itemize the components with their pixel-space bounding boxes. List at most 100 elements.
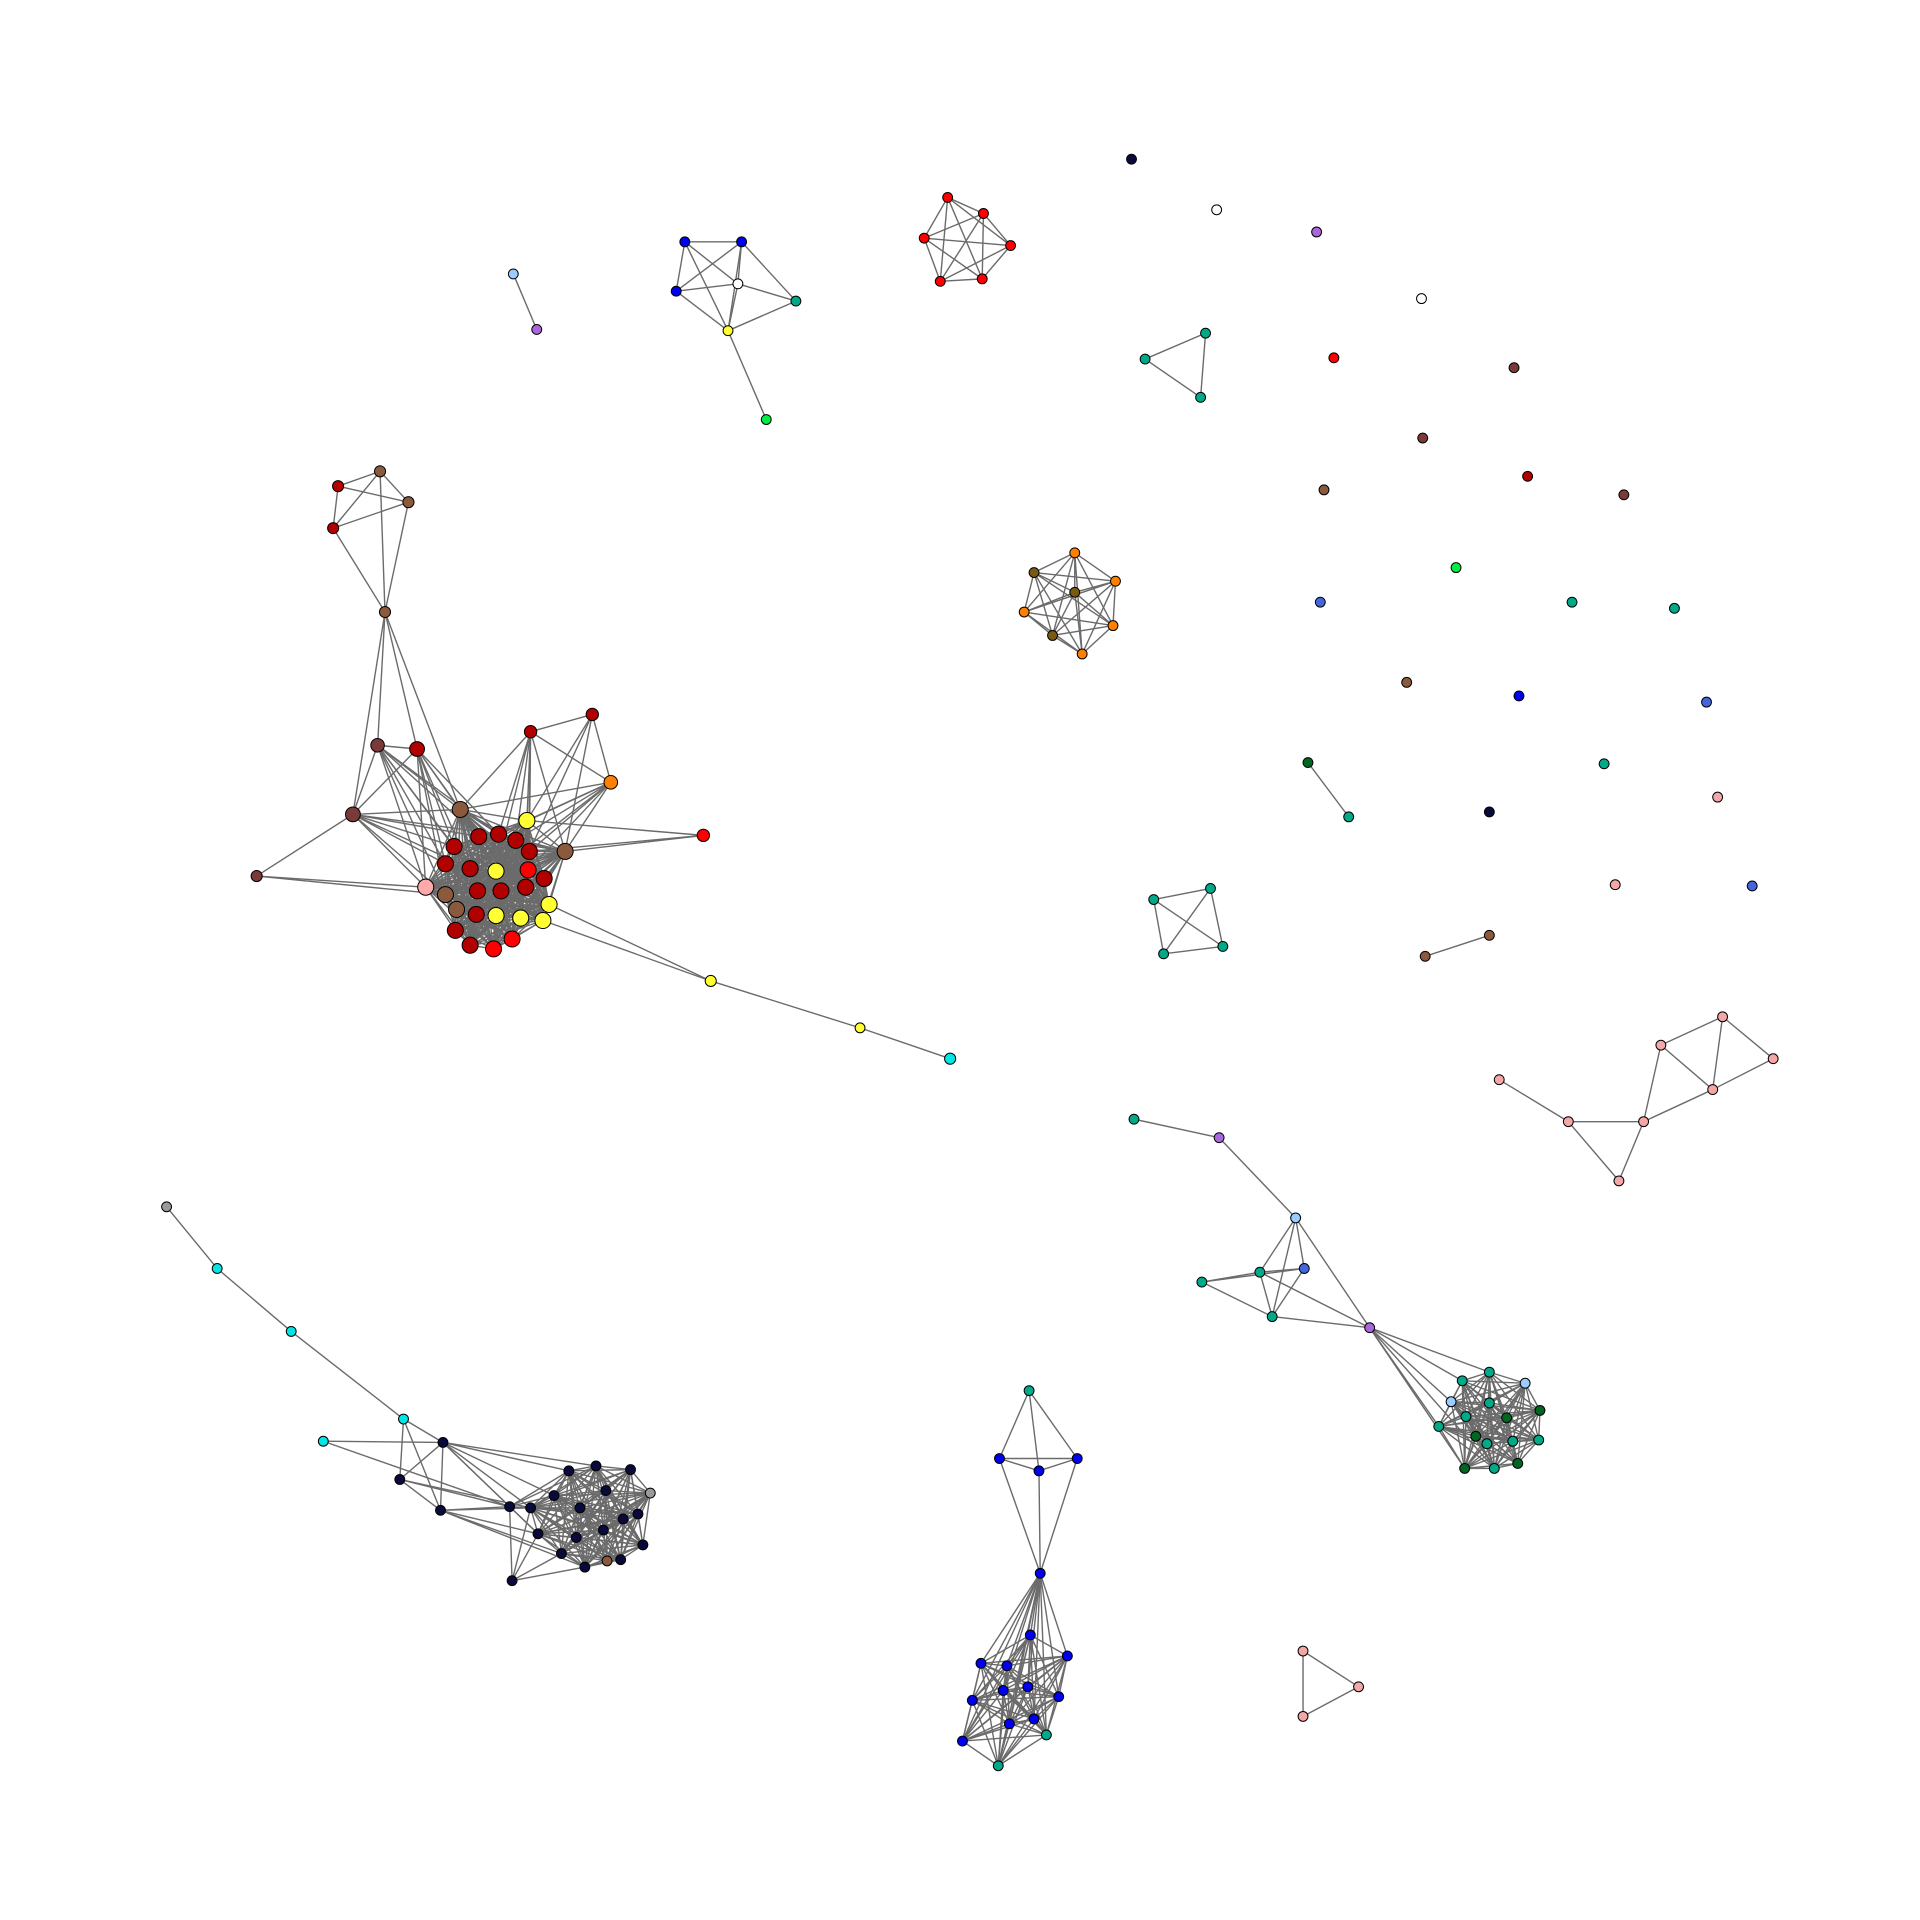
edge bbox=[553, 1465, 597, 1497]
edge bbox=[530, 1507, 577, 1539]
node-orange bbox=[603, 775, 619, 790]
node-darkgreen bbox=[1534, 1404, 1546, 1416]
node-blue bbox=[1003, 1718, 1015, 1730]
edge bbox=[515, 731, 532, 841]
edge bbox=[352, 813, 479, 838]
edge bbox=[924, 237, 1011, 247]
node-orange bbox=[1107, 620, 1119, 632]
node-blue bbox=[1053, 1691, 1065, 1703]
edge bbox=[439, 1442, 444, 1511]
edge bbox=[440, 1509, 539, 1535]
node-brown bbox=[373, 465, 387, 478]
edge bbox=[509, 1465, 597, 1508]
edge bbox=[537, 1518, 624, 1535]
edge bbox=[376, 745, 427, 888]
edge bbox=[595, 1465, 605, 1531]
edge bbox=[962, 1718, 1035, 1742]
edge bbox=[256, 813, 354, 877]
node-darkred bbox=[492, 882, 510, 900]
edge bbox=[710, 980, 861, 1029]
node-maroon bbox=[250, 870, 263, 883]
edge bbox=[459, 809, 527, 888]
edge bbox=[376, 611, 386, 746]
edge bbox=[1074, 591, 1114, 627]
edge bbox=[1052, 580, 1116, 637]
edge bbox=[1033, 1655, 1068, 1720]
edge bbox=[939, 244, 1011, 282]
node-royal bbox=[1314, 596, 1326, 608]
edge bbox=[1033, 1573, 1041, 1719]
node-darkred bbox=[507, 831, 525, 849]
edge bbox=[1271, 1268, 1305, 1317]
edge bbox=[511, 1533, 539, 1582]
edge bbox=[508, 1506, 513, 1581]
node-royal bbox=[1746, 880, 1758, 892]
edge bbox=[442, 1441, 555, 1497]
edge bbox=[498, 781, 612, 835]
edge bbox=[1450, 1371, 1490, 1403]
node-navy bbox=[532, 1528, 544, 1540]
edge bbox=[568, 1470, 607, 1492]
edge bbox=[493, 903, 550, 950]
edge bbox=[1009, 1723, 1047, 1736]
edge bbox=[1465, 1416, 1495, 1469]
edge bbox=[384, 502, 410, 613]
node-red bbox=[485, 940, 503, 958]
edge bbox=[548, 903, 712, 982]
edge bbox=[456, 850, 566, 911]
edge bbox=[376, 745, 447, 895]
edge bbox=[1201, 1281, 1273, 1318]
edge bbox=[1307, 762, 1350, 818]
node-blue bbox=[997, 1685, 1009, 1696]
edge bbox=[1465, 1416, 1488, 1445]
edge bbox=[530, 1507, 563, 1554]
edge bbox=[553, 1494, 624, 1520]
edge bbox=[440, 1507, 531, 1512]
edge bbox=[256, 875, 446, 896]
node-navy bbox=[574, 1502, 586, 1514]
node-navy bbox=[637, 1539, 649, 1551]
node-lightblue bbox=[1445, 1396, 1457, 1408]
edge bbox=[1498, 1079, 1569, 1123]
edge bbox=[530, 731, 612, 783]
node-teal bbox=[1196, 1276, 1208, 1288]
edge bbox=[1488, 1402, 1495, 1469]
node-darkgreen bbox=[1470, 1430, 1482, 1442]
node-lightpink bbox=[1717, 1011, 1729, 1023]
node-orange bbox=[1069, 547, 1081, 559]
edge bbox=[1461, 1380, 1490, 1404]
node-lightpink bbox=[1609, 879, 1621, 891]
node-teal bbox=[1481, 1438, 1493, 1450]
edge bbox=[1028, 1390, 1040, 1471]
edge bbox=[493, 850, 566, 950]
edge bbox=[1074, 552, 1116, 582]
node-darkred bbox=[535, 870, 553, 888]
edge bbox=[402, 1418, 442, 1511]
edge bbox=[741, 241, 797, 302]
node-darkred bbox=[523, 725, 538, 739]
edge bbox=[377, 744, 499, 835]
node-cyan bbox=[211, 1263, 223, 1274]
edge bbox=[997, 1690, 1004, 1766]
edge bbox=[1033, 571, 1116, 582]
node-brown bbox=[1419, 950, 1431, 962]
node-brown bbox=[556, 842, 574, 860]
edge bbox=[425, 809, 461, 888]
edge bbox=[962, 1740, 999, 1767]
node-darkgreen bbox=[1302, 757, 1314, 769]
edge bbox=[1464, 1439, 1539, 1470]
edge bbox=[553, 1468, 631, 1497]
edge bbox=[352, 813, 427, 888]
edge bbox=[323, 1440, 443, 1444]
edge bbox=[1039, 1573, 1069, 1657]
edge bbox=[553, 1489, 606, 1497]
node-teal bbox=[1217, 940, 1229, 952]
edge bbox=[256, 875, 426, 888]
node-teal bbox=[1148, 894, 1160, 905]
node-darkred bbox=[436, 855, 454, 873]
edge bbox=[495, 781, 612, 872]
edge bbox=[530, 1489, 607, 1509]
edge bbox=[460, 808, 528, 822]
node-navy bbox=[632, 1508, 644, 1520]
